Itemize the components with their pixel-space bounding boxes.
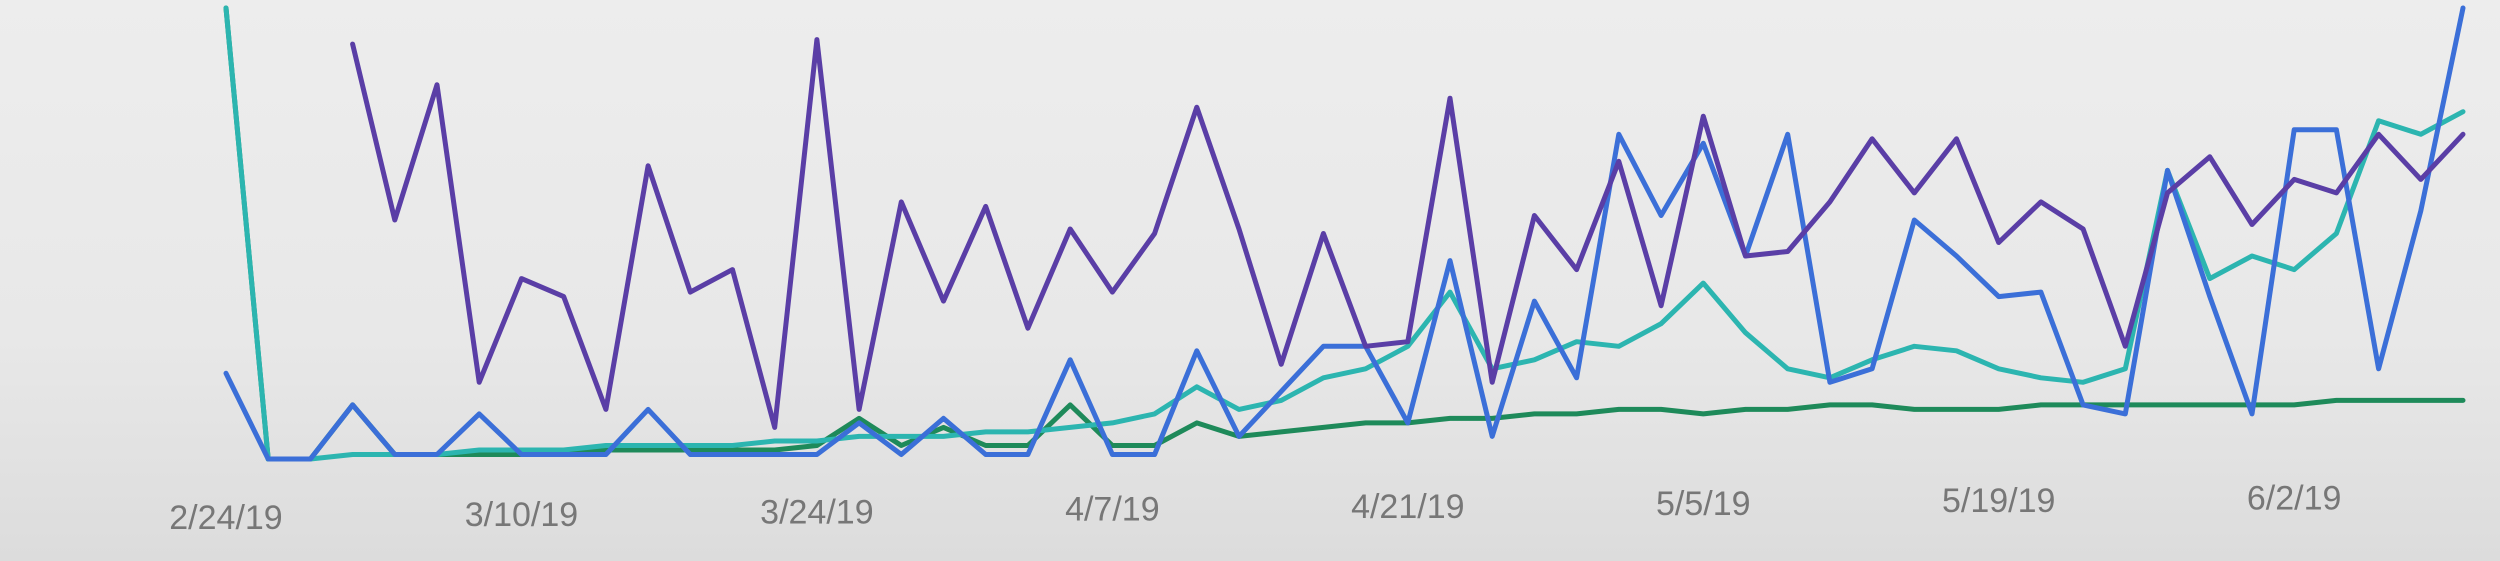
x-tick-label: 4/21/19 <box>1351 488 1464 526</box>
x-tick-label: 3/10/19 <box>465 496 578 534</box>
x-tick-label: 3/24/19 <box>760 493 873 531</box>
x-tick-label: 6/2/19 <box>2247 479 2342 517</box>
x-tick-label: 2/24/19 <box>169 499 282 537</box>
series-line <box>350 37 2466 430</box>
x-tick-label: 5/5/19 <box>1656 485 1751 523</box>
x-tick-label: 4/7/19 <box>1065 491 1160 529</box>
series-line <box>223 5 2466 462</box>
series-line <box>223 5 2466 462</box>
x-tick-label: 5/19/19 <box>1942 482 2055 520</box>
